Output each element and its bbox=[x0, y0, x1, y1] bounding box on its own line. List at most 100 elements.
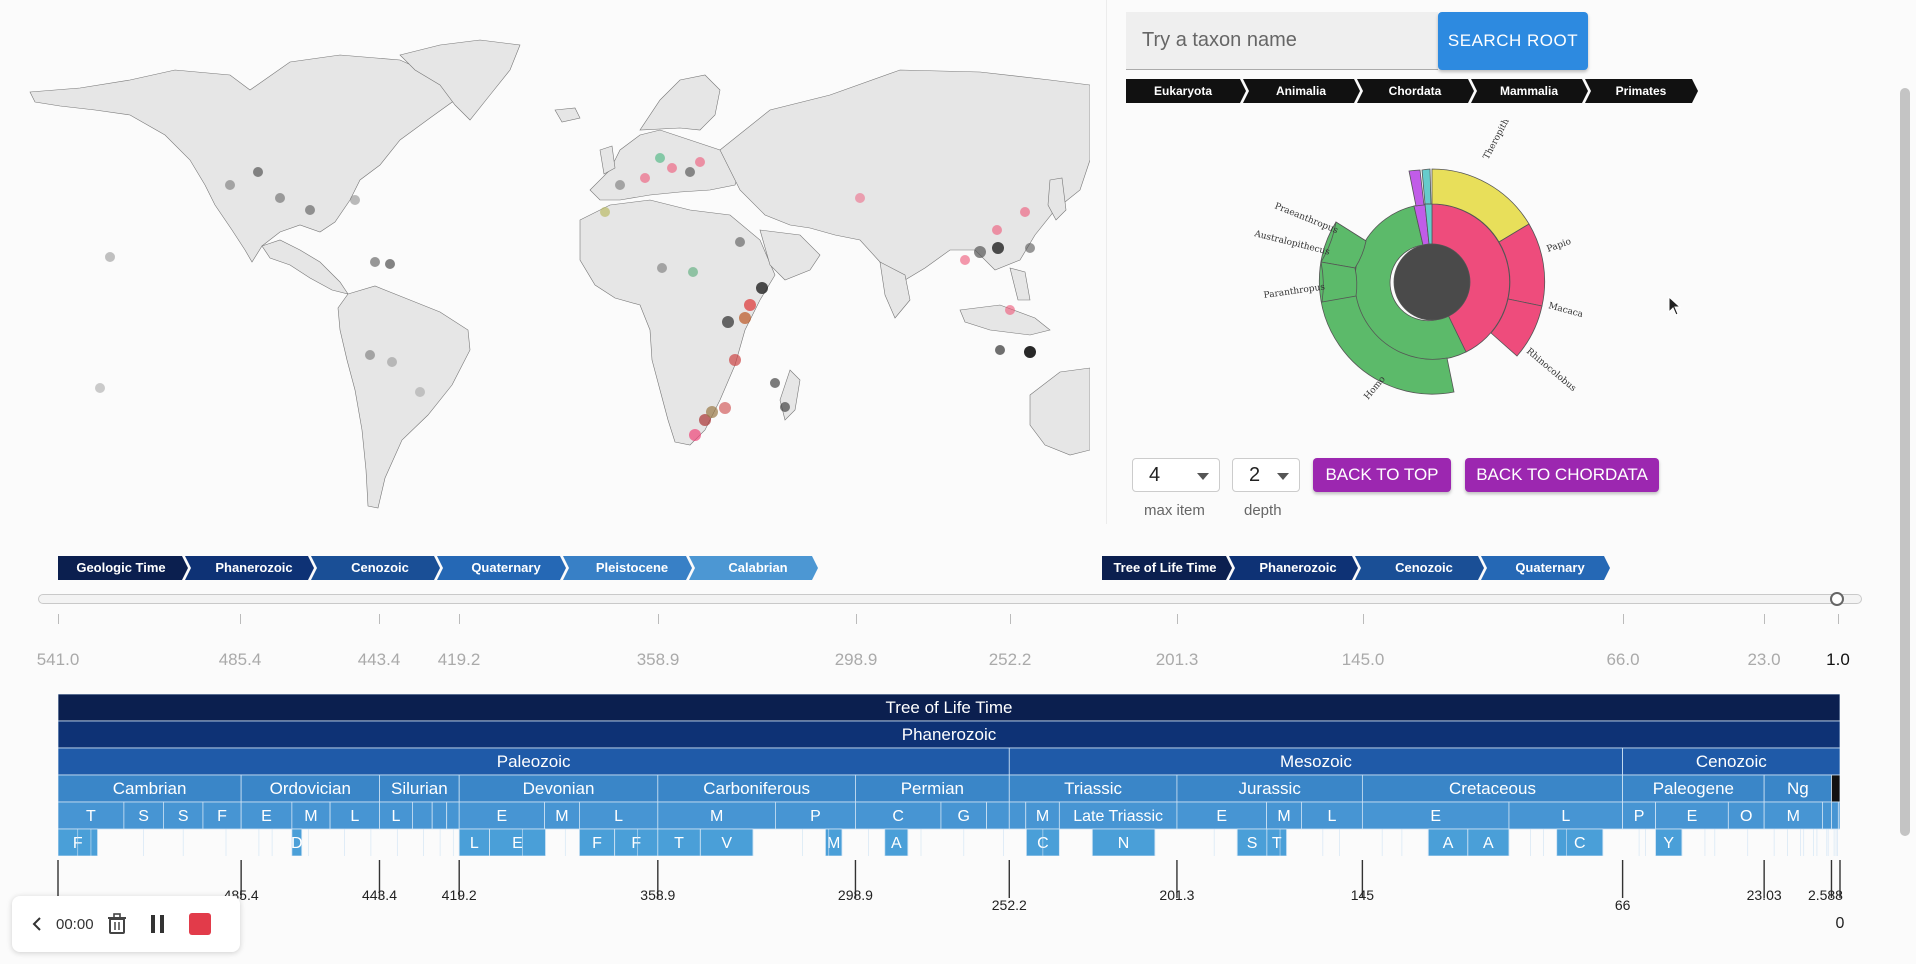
back-to-top-button[interactable]: BACK TO TOP bbox=[1313, 458, 1451, 492]
timescale-unit-epoch[interactable] bbox=[1655, 801, 1729, 830]
timescale-unit-age[interactable] bbox=[291, 828, 303, 856]
world-map[interactable] bbox=[0, 0, 1090, 520]
timescale-unit-period[interactable] bbox=[1831, 774, 1840, 803]
timescale-unit-age[interactable] bbox=[1236, 828, 1268, 856]
timescale-unit-period[interactable] bbox=[240, 774, 380, 803]
timescale-unit-epoch[interactable] bbox=[412, 801, 433, 830]
timescale-unit-period[interactable] bbox=[855, 774, 1010, 803]
geo-crumb-geologic-time[interactable]: Geologic Time bbox=[58, 556, 188, 580]
timescale-unit-age[interactable] bbox=[489, 828, 546, 856]
taxon-crumb-mammalia[interactable]: Mammalia bbox=[1471, 79, 1588, 103]
taxon-crumb-primates[interactable]: Primates bbox=[1585, 79, 1698, 103]
timescale-unit-epoch[interactable] bbox=[1822, 801, 1832, 830]
time-scale-label[interactable]: 485.4 bbox=[218, 650, 262, 669]
geo-crumb-cenozoic[interactable]: Cenozoic bbox=[311, 556, 440, 580]
timescale-unit-epoch[interactable] bbox=[657, 801, 776, 830]
panel-divider bbox=[1106, 0, 1107, 524]
timescale-unit-epoch[interactable] bbox=[1508, 801, 1624, 830]
timescale-unit-epoch[interactable] bbox=[446, 801, 460, 830]
timescale-unit-age[interactable] bbox=[1467, 828, 1510, 856]
geologic-timescale-chart[interactable]: Tree of Life Time Phanerozoic Paleozoic Mes… bbox=[58, 694, 1840, 856]
timescale-unit-epoch[interactable] bbox=[329, 801, 380, 830]
timescale-unit-epoch[interactable] bbox=[379, 801, 413, 830]
sunburst-paranthropus[interactable] bbox=[1320, 261, 1358, 303]
trash-icon[interactable] bbox=[106, 913, 128, 935]
timescale-unit-era[interactable] bbox=[1622, 747, 1840, 776]
time-slider-handle[interactable] bbox=[1830, 592, 1844, 606]
timescale-unit-eon[interactable] bbox=[58, 720, 1840, 749]
timescale-unit-epoch[interactable] bbox=[986, 801, 1010, 830]
geo-crumb-calabrian[interactable]: Calabrian bbox=[689, 556, 818, 580]
time-scale-label[interactable]: 443.4 bbox=[357, 650, 401, 669]
tree-crumb-quaternary[interactable]: Quaternary bbox=[1481, 556, 1610, 580]
page-scrollbar[interactable] bbox=[1900, 88, 1910, 836]
timescale-unit-epoch[interactable] bbox=[1176, 801, 1267, 830]
sunburst-macaca[interactable] bbox=[1490, 298, 1543, 357]
taxon-sunburst[interactable]: Theropithecus Papio Macaca Rhinocolobus … bbox=[1230, 120, 1630, 420]
sunburst-praeanthropus[interactable] bbox=[1408, 169, 1425, 207]
geo-crumb-phanerozoic[interactable]: Phanerozoic bbox=[185, 556, 314, 580]
timescale-unit-epoch[interactable] bbox=[431, 801, 448, 830]
timescale-unit-epoch[interactable] bbox=[202, 801, 242, 830]
timescale-unit-epoch[interactable] bbox=[775, 801, 856, 830]
back-to-chordata-button[interactable]: BACK TO CHORDATA bbox=[1465, 458, 1659, 492]
depth-select[interactable]: 2 bbox=[1232, 458, 1300, 492]
timescale-unit-period[interactable] bbox=[1176, 774, 1363, 803]
taxon-crumb-chordata[interactable]: Chordata bbox=[1357, 79, 1474, 103]
time-scale-label[interactable]: 145.0 bbox=[1341, 650, 1385, 669]
timescale-unit-period[interactable] bbox=[1622, 774, 1765, 803]
timescale-unit-period[interactable] bbox=[458, 774, 659, 803]
search-input[interactable] bbox=[1126, 12, 1438, 69]
timescale-unit-epoch[interactable] bbox=[1361, 801, 1510, 830]
timescale-unit-label: V bbox=[721, 835, 732, 852]
search-field[interactable] bbox=[1126, 12, 1438, 70]
stop-icon[interactable] bbox=[188, 912, 212, 936]
timescale-unit-epoch[interactable] bbox=[1622, 801, 1656, 830]
timescale-unit-epoch[interactable] bbox=[1831, 801, 1839, 830]
timescale-unit-age[interactable] bbox=[614, 828, 659, 856]
taxon-crumb-animalia[interactable]: Animalia bbox=[1243, 79, 1360, 103]
time-scale-tick bbox=[856, 614, 857, 624]
geo-crumb-pleistocene[interactable]: Pleistocene bbox=[563, 556, 692, 580]
timescale-unit-period[interactable] bbox=[657, 774, 856, 803]
timescale-unit-epoch[interactable] bbox=[1837, 801, 1840, 830]
timescale-unit-epoch[interactable] bbox=[1763, 801, 1823, 830]
sunburst-center[interactable] bbox=[1393, 243, 1471, 321]
timescale-unit-epoch[interactable] bbox=[240, 801, 293, 830]
time-scale-label[interactable]: 358.9 bbox=[636, 650, 680, 669]
timescale-unit-period[interactable] bbox=[1008, 774, 1178, 803]
time-scale-label[interactable]: 23.0 bbox=[1747, 650, 1781, 669]
chevron-left-icon[interactable] bbox=[30, 916, 46, 932]
sunburst-small[interactable] bbox=[1421, 168, 1432, 205]
tree-crumb-phanerozoic[interactable]: Phanerozoic bbox=[1229, 556, 1358, 580]
timescale-unit-epoch[interactable] bbox=[1058, 801, 1178, 830]
timescale-unit-epoch[interactable] bbox=[855, 801, 942, 830]
timescale-unit-epoch[interactable] bbox=[1025, 801, 1060, 830]
timescale-unit-age[interactable] bbox=[579, 828, 616, 856]
timescale-unit-epoch[interactable] bbox=[940, 801, 987, 830]
timescale-unit-era[interactable] bbox=[1008, 747, 1624, 776]
tree-crumb-root[interactable]: Tree of Life Time bbox=[1102, 556, 1232, 580]
max-item-select[interactable]: 4 bbox=[1132, 458, 1220, 492]
time-scale-label[interactable]: 1.0 bbox=[1826, 650, 1850, 669]
search-root-button[interactable]: SEARCH ROOT bbox=[1438, 12, 1588, 70]
time-scale-label[interactable]: 252.2 bbox=[988, 650, 1032, 669]
timescale-unit-epoch[interactable] bbox=[458, 801, 545, 830]
timescale-unit-epoch[interactable] bbox=[163, 801, 204, 830]
time-scale-label[interactable]: 541.0 bbox=[36, 650, 80, 669]
time-scale-label[interactable]: 201.3 bbox=[1155, 650, 1199, 669]
geo-crumb-quaternary[interactable]: Quaternary bbox=[437, 556, 566, 580]
time-slider-track[interactable] bbox=[38, 594, 1862, 604]
timescale-unit-era[interactable] bbox=[58, 747, 1010, 776]
timescale-unit-epoch[interactable] bbox=[1301, 801, 1363, 830]
taxon-crumb-eukaryota[interactable]: Eukaryota bbox=[1126, 79, 1246, 103]
timescale-unit-age[interactable] bbox=[825, 828, 843, 856]
time-scale-label[interactable]: 298.9 bbox=[834, 650, 878, 669]
time-scale-label[interactable]: 66.0 bbox=[1606, 650, 1640, 669]
timescale-unit-root[interactable] bbox=[58, 694, 1840, 722]
time-scale-label[interactable]: 419.2 bbox=[437, 650, 481, 669]
tree-crumb-cenozoic[interactable]: Cenozoic bbox=[1355, 556, 1484, 580]
timescale-unit-epoch[interactable] bbox=[1008, 801, 1027, 830]
pause-icon[interactable] bbox=[148, 913, 168, 935]
timescale-unit-period[interactable] bbox=[58, 774, 242, 803]
